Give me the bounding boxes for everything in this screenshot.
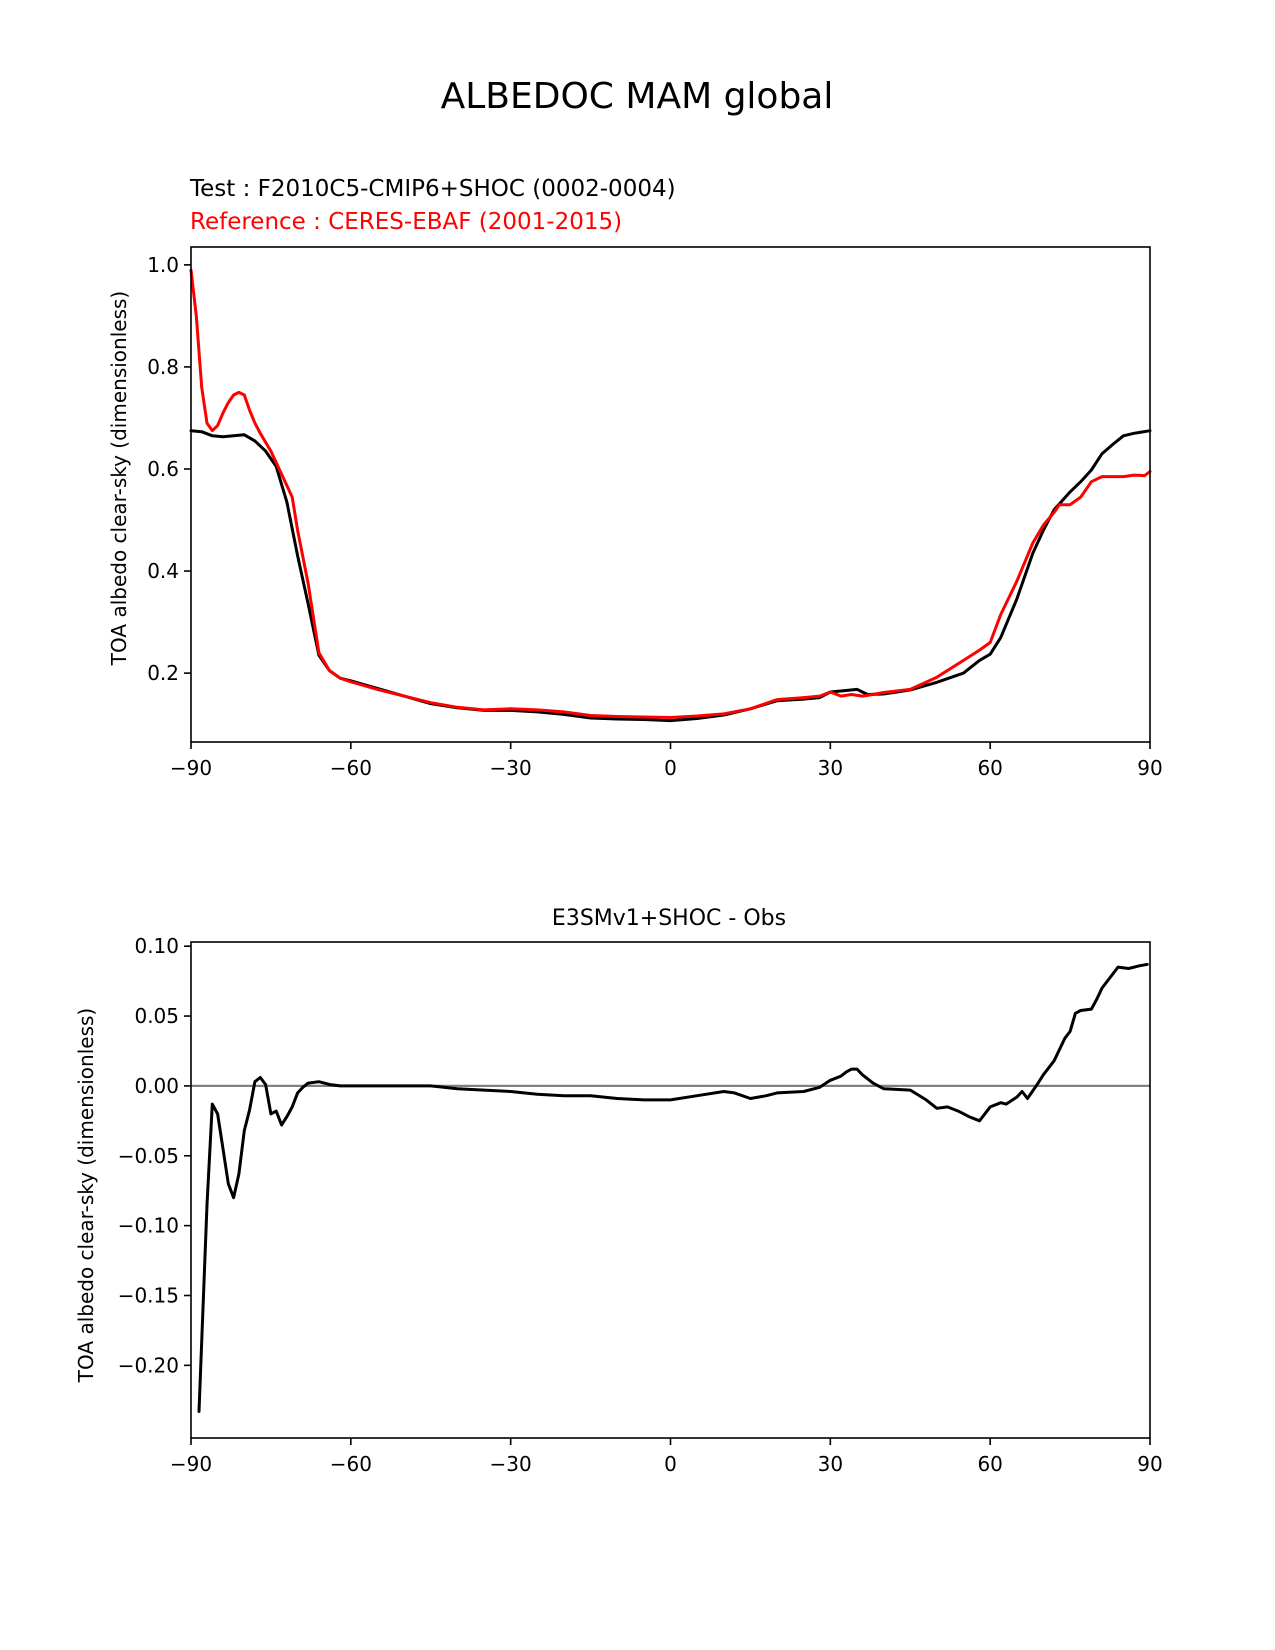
plot-frame [190, 941, 1151, 1439]
plot-frame [190, 246, 1151, 743]
x-tick-label: −60 [330, 756, 372, 780]
figure-title: ALBEDOC MAM global [441, 76, 834, 117]
x-tick-label: −60 [330, 1452, 372, 1476]
y-tick-label: 0.4 [147, 559, 179, 583]
x-tick-label: −30 [490, 756, 532, 780]
x-tick-label: −90 [170, 756, 212, 780]
y-tick-label: 0.8 [147, 355, 179, 379]
top-panel: TOA albedo clear-sky (dimensionless) −90… [107, 246, 1163, 780]
series-line-difference [197, 962, 1149, 1413]
x-tick-label: 90 [1137, 756, 1162, 780]
x-tick-label: 30 [818, 756, 843, 780]
y-tick-label: 0.2 [147, 661, 179, 685]
y-tick-label: −0.15 [118, 1283, 179, 1307]
x-tick-label: 90 [1137, 1452, 1162, 1476]
x-tick-label: −90 [170, 1452, 212, 1476]
series-line-reference [189, 268, 1152, 719]
y-tick-label: 0.00 [134, 1074, 179, 1098]
test-label: Test : F2010C5-CMIP6+SHOC (0002-0004) [189, 176, 676, 202]
y-tick-label: 0.05 [134, 1004, 179, 1028]
y-tick-label: −0.05 [118, 1144, 179, 1168]
y-tick-label: 0.6 [147, 457, 179, 481]
bottom-ylabel: TOA albedo clear-sky (dimensionless) [74, 1008, 98, 1383]
x-tick-label: −30 [490, 1452, 532, 1476]
bottom-panel-title: E3SMv1+SHOC - Obs [552, 906, 786, 931]
top-ylabel: TOA albedo clear-sky (dimensionless) [107, 291, 131, 666]
x-tick-label: 60 [977, 1452, 1002, 1476]
y-tick-label: −0.20 [118, 1353, 179, 1377]
y-tick-label: 0.10 [134, 934, 179, 958]
reference-label: Reference : CERES-EBAF (2001-2015) [190, 209, 622, 235]
x-tick-label: 60 [977, 756, 1002, 780]
x-tick-label: 0 [664, 756, 677, 780]
bottom-panel: E3SMv1+SHOC - Obs TOA albedo clear-sky (… [74, 906, 1163, 1476]
series-line-test [189, 429, 1152, 723]
y-tick-label: −0.10 [118, 1214, 179, 1238]
y-tick-label: 1.0 [147, 253, 179, 277]
x-tick-label: 0 [664, 1452, 677, 1476]
x-tick-label: 30 [818, 1452, 843, 1476]
